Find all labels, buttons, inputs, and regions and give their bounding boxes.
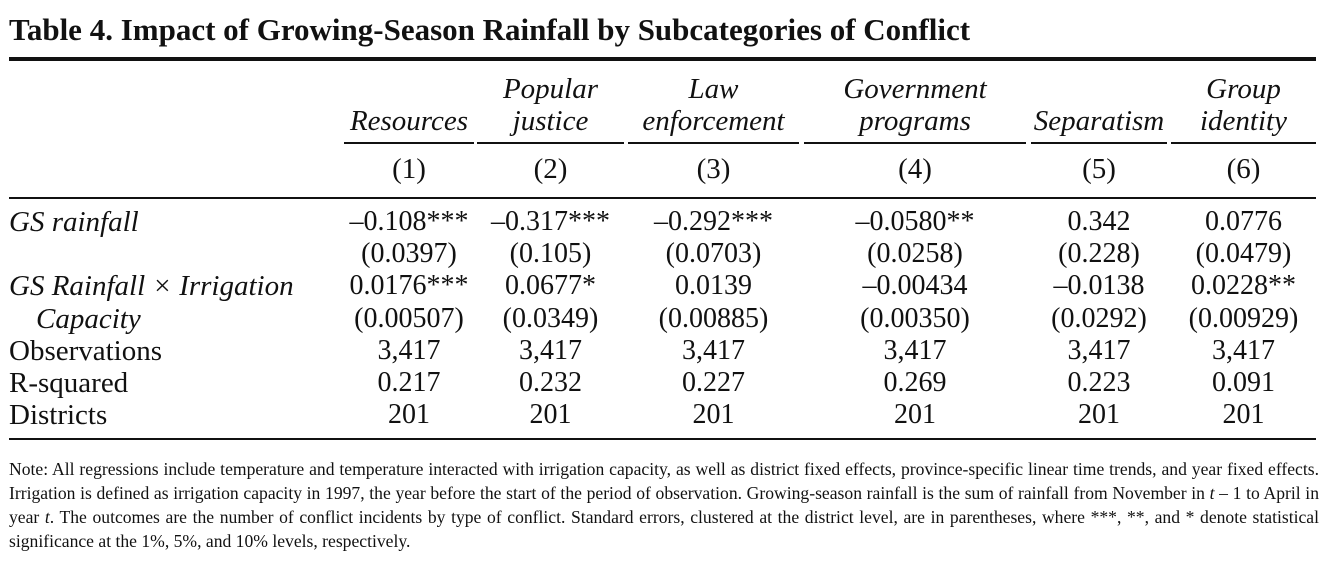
- table-cell: 0.091: [1212, 367, 1275, 398]
- column-header-1-line2: Resources: [349, 105, 469, 137]
- row-label-gs-rainfall: GS rainfall: [9, 206, 139, 238]
- table-cell: 3,417: [1212, 335, 1275, 366]
- row-label-r-squared: R-squared: [9, 367, 129, 399]
- table-cell: 3,417: [377, 335, 441, 366]
- table-cell: –0.00434: [862, 270, 968, 301]
- row-label-gs-rainfall-irrigation: GS Rainfall × Irrigation: [9, 270, 294, 302]
- note-text-part3: . The outcomes are the number of conflic…: [9, 507, 1319, 551]
- table-cell: (0.0703): [665, 238, 762, 269]
- table-cell: (0.0292): [1051, 303, 1147, 334]
- column-header-6-line2: identity: [1200, 105, 1287, 137]
- table-cell: (0.0479): [1195, 238, 1292, 269]
- column-underline-2: [477, 142, 624, 144]
- table-cell: 3,417: [883, 335, 947, 366]
- table-cell: –0.0580**: [855, 206, 975, 237]
- row-label-capacity: Capacity: [36, 303, 141, 335]
- table-cell: (0.00507): [354, 303, 464, 334]
- column-number-1: (1): [392, 153, 426, 185]
- column-header-3-line2: enforcement: [642, 105, 785, 137]
- table-cell: –0.317***: [491, 206, 610, 237]
- column-header-5-line2: Separatism: [1033, 105, 1165, 137]
- table-cell: –0.0138: [1053, 270, 1145, 301]
- column-header-4-line2: programs: [859, 105, 971, 137]
- column-header-3-line1: Law: [688, 73, 739, 105]
- table-cell: 0.0176***: [349, 270, 469, 301]
- row-label-observations: Observations: [9, 335, 163, 367]
- column-header-2-line2: justice: [512, 105, 589, 137]
- note-variable-t: t: [44, 507, 50, 527]
- column-underline-5: [1031, 142, 1167, 144]
- table-cell: (0.0397): [361, 238, 457, 269]
- column-header-6-line1: Group: [1206, 73, 1281, 105]
- column-underline-6: [1171, 142, 1316, 144]
- bottom-rule: [9, 438, 1316, 440]
- table-cell: –0.108***: [349, 206, 469, 237]
- note-text-part1: Note: All regressions include temperatur…: [9, 459, 1319, 503]
- table-cell: 0.232: [519, 367, 582, 398]
- table-cell: 3,417: [1067, 335, 1131, 366]
- note-text-part2: – 1 to April in year: [9, 483, 1319, 527]
- table-title: Table 4. Impact of Growing-Season Rainfa…: [9, 12, 971, 47]
- table-cell: –0.292***: [654, 206, 773, 237]
- column-underline-1: [344, 142, 474, 144]
- table-cell: 0.217: [377, 367, 441, 398]
- table-cell: 0.0139: [675, 270, 752, 301]
- table-cell: 3,417: [519, 335, 582, 366]
- table-cell: 0.269: [883, 367, 947, 398]
- table-cell: (0.0349): [502, 303, 599, 334]
- table-cell: (0.105): [509, 238, 592, 269]
- table-cell: (0.00350): [860, 303, 970, 334]
- column-number-3: (3): [696, 153, 731, 185]
- table-cell: (0.00929): [1188, 303, 1299, 334]
- column-header-2-line1: Popular: [502, 73, 599, 105]
- column-number-4: (4): [898, 153, 932, 185]
- column-header-4-line1: Government: [843, 73, 987, 105]
- table-cell: (0.00885): [658, 303, 769, 334]
- table-cell: 3,417: [682, 335, 745, 366]
- column-underline-3: [628, 142, 799, 144]
- table-cell: 201: [1222, 399, 1265, 430]
- column-number-2: (2): [533, 153, 568, 185]
- row-label-districts: Districts: [9, 399, 108, 431]
- table-cell: 0.0776: [1205, 206, 1282, 237]
- table-cell: 0.342: [1067, 206, 1131, 237]
- table-cell: 201: [692, 399, 735, 430]
- table-cell: (0.228): [1058, 238, 1140, 269]
- note-variable-t: t: [1209, 483, 1215, 503]
- column-underline-4: [804, 142, 1026, 144]
- top-rule: [9, 57, 1316, 61]
- table-cell: 0.0228**: [1191, 270, 1296, 301]
- column-number-5: (5): [1082, 153, 1116, 185]
- table-cell: 0.227: [682, 367, 745, 398]
- table-cell: 201: [388, 399, 430, 430]
- table-cell: (0.0258): [867, 238, 963, 269]
- table-cell: 0.223: [1067, 367, 1131, 398]
- table-cell: 201: [529, 399, 572, 430]
- column-number-6: (6): [1226, 153, 1261, 185]
- table-cell: 0.0677*: [505, 270, 596, 301]
- table-cell: 201: [1078, 399, 1120, 430]
- header-rule: [9, 197, 1316, 199]
- table-cell: 201: [894, 399, 936, 430]
- table-note: Note: All regressions include temperatur…: [9, 457, 1319, 553]
